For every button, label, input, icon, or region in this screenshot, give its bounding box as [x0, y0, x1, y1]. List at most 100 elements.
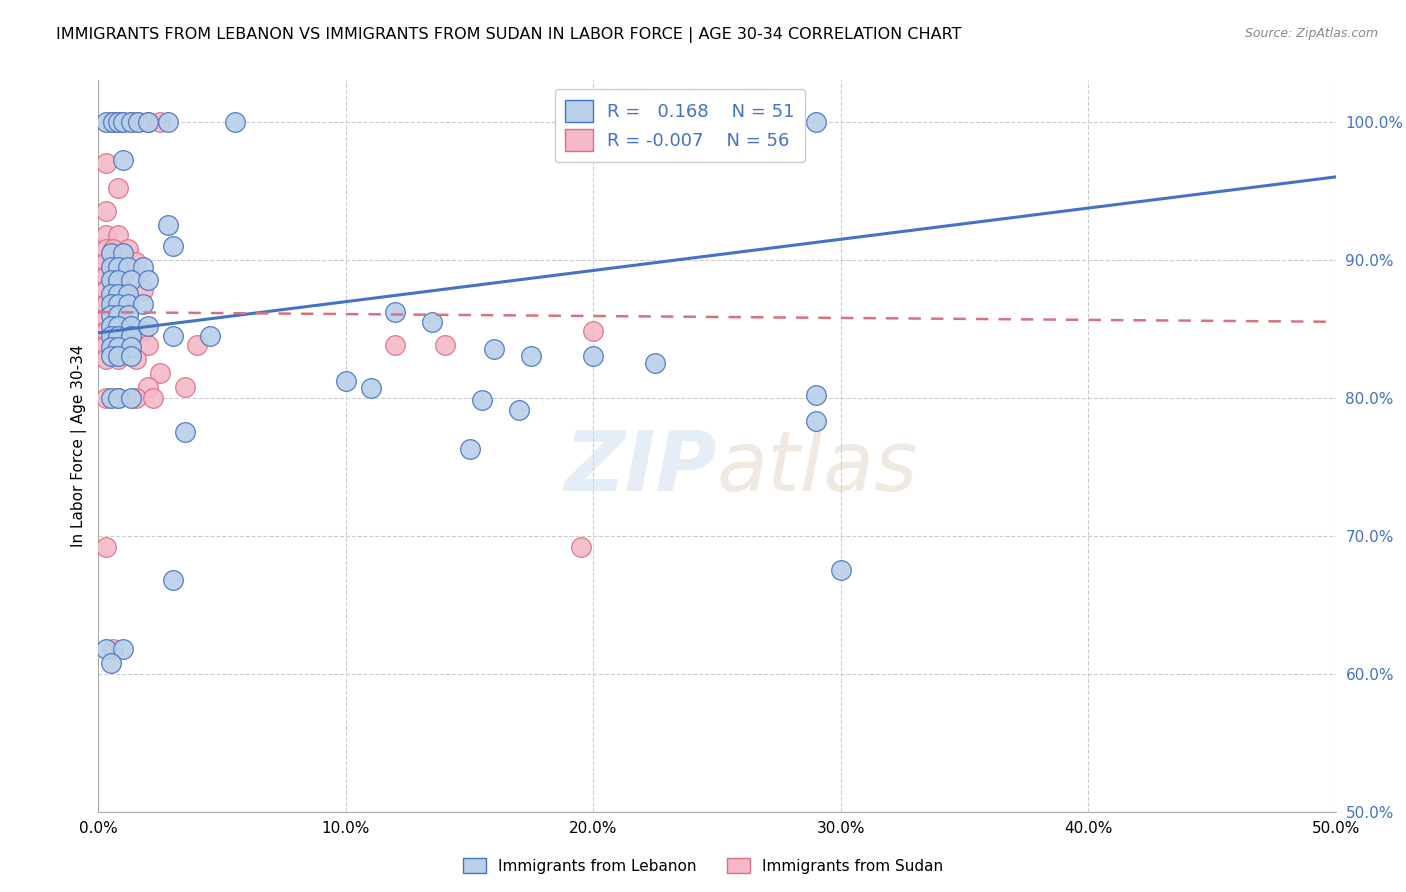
Point	[644, 356, 666, 370]
Point	[120, 340, 142, 354]
Point	[100, 297, 122, 311]
Point	[117, 260, 139, 274]
Point	[94, 641, 117, 656]
Point	[117, 308, 139, 322]
Point	[149, 366, 172, 380]
Point	[107, 273, 129, 287]
Point	[117, 287, 139, 301]
Point	[94, 255, 117, 269]
Point	[94, 297, 117, 311]
Point	[804, 114, 827, 128]
Point	[471, 393, 494, 408]
Point	[107, 391, 129, 405]
Point	[107, 260, 129, 274]
Point	[100, 656, 122, 670]
Point	[120, 114, 142, 128]
Point	[100, 318, 122, 333]
Point	[582, 325, 605, 339]
Point	[120, 273, 142, 287]
Point	[224, 114, 246, 128]
Point	[94, 338, 117, 352]
Point	[100, 391, 122, 405]
Point	[136, 318, 159, 333]
Y-axis label: In Labor Force | Age 30-34: In Labor Force | Age 30-34	[72, 344, 87, 548]
Point	[162, 573, 184, 587]
Point	[94, 283, 117, 297]
Point	[100, 245, 122, 260]
Point	[103, 297, 125, 311]
Point	[136, 273, 159, 287]
Point	[433, 338, 456, 352]
Point	[830, 563, 852, 577]
Point	[100, 287, 122, 301]
Point	[458, 442, 481, 456]
Point	[136, 379, 159, 393]
Text: IMMIGRANTS FROM LEBANON VS IMMIGRANTS FROM SUDAN IN LABOR FORCE | AGE 30-34 CORR: IMMIGRANTS FROM LEBANON VS IMMIGRANTS FR…	[56, 27, 962, 43]
Point	[107, 297, 129, 311]
Point	[117, 242, 139, 256]
Point	[94, 156, 117, 170]
Point	[804, 388, 827, 402]
Text: ZIP: ZIP	[564, 427, 717, 508]
Point	[120, 391, 142, 405]
Point	[127, 114, 149, 128]
Point	[117, 297, 139, 311]
Point	[484, 343, 506, 357]
Point	[198, 328, 221, 343]
Point	[94, 242, 117, 256]
Point	[174, 379, 197, 393]
Legend: R =   0.168    N = 51, R = -0.007    N = 56: R = 0.168 N = 51, R = -0.007 N = 56	[554, 89, 806, 162]
Point	[94, 540, 117, 554]
Point	[132, 297, 155, 311]
Point	[100, 273, 122, 287]
Point	[94, 310, 117, 325]
Point	[335, 374, 357, 388]
Legend: Immigrants from Lebanon, Immigrants from Sudan: Immigrants from Lebanon, Immigrants from…	[457, 852, 949, 880]
Point	[112, 114, 135, 128]
Point	[100, 114, 122, 128]
Point	[569, 540, 592, 554]
Point	[103, 325, 125, 339]
Point	[120, 328, 142, 343]
Point	[174, 425, 197, 440]
Point	[100, 328, 122, 343]
Point	[107, 181, 129, 195]
Point	[162, 328, 184, 343]
Point	[107, 352, 129, 367]
Point	[132, 325, 155, 339]
Point	[120, 114, 142, 128]
Point	[162, 239, 184, 253]
Text: Source: ZipAtlas.com: Source: ZipAtlas.com	[1244, 27, 1378, 40]
Point	[384, 305, 406, 319]
Point	[94, 269, 117, 284]
Point	[112, 297, 135, 311]
Point	[136, 114, 159, 128]
Point	[186, 338, 208, 352]
Point	[112, 310, 135, 325]
Point	[508, 403, 530, 417]
Point	[100, 349, 122, 363]
Point	[132, 283, 155, 297]
Point	[107, 318, 129, 333]
Point	[107, 391, 129, 405]
Point	[120, 338, 142, 352]
Point	[112, 245, 135, 260]
Point	[107, 114, 129, 128]
Point	[100, 260, 122, 274]
Point	[112, 153, 135, 168]
Point	[112, 255, 135, 269]
Point	[156, 114, 179, 128]
Point	[107, 308, 129, 322]
Point	[120, 349, 142, 363]
Point	[100, 308, 122, 322]
Point	[120, 318, 142, 333]
Point	[107, 349, 129, 363]
Point	[94, 204, 117, 219]
Point	[124, 391, 146, 405]
Point	[103, 255, 125, 269]
Point	[103, 283, 125, 297]
Point	[136, 114, 159, 128]
Point	[156, 218, 179, 232]
Point	[124, 352, 146, 367]
Point	[94, 391, 117, 405]
